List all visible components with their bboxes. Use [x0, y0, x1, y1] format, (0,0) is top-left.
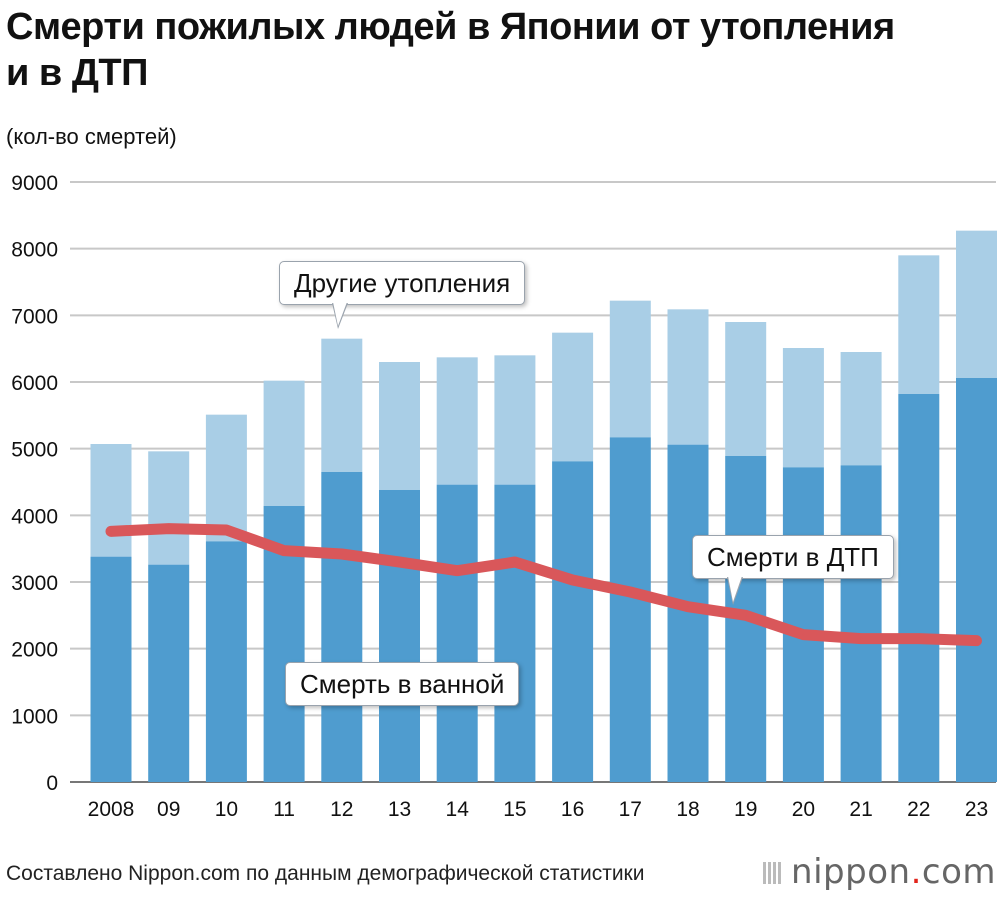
- callout-other-pointer-fill: [333, 302, 347, 326]
- y-tick-label: 5000: [11, 439, 58, 462]
- bar-other-drowning: [436, 357, 478, 485]
- bar-bath-death: [148, 564, 190, 782]
- callout-bath-deaths: Смерть в ванной: [285, 662, 520, 706]
- x-axis-ticks: 2008 09 10 11 12 13 14 15 16 17 18 19 20 21 22 23: [88, 798, 989, 821]
- bar-other-drowning: [725, 322, 767, 456]
- traffic-point: [340, 553, 343, 555]
- logo-suffix: com: [921, 852, 996, 892]
- nippon-logo: nippon.com: [763, 852, 996, 892]
- x-tick-label: 23: [965, 798, 988, 821]
- y-tick-label: 7000: [11, 305, 58, 328]
- bar-other-drowning: [840, 352, 882, 466]
- x-tick-label: 15: [503, 798, 526, 821]
- traffic-point: [456, 569, 459, 572]
- bar-other-drowning: [205, 414, 247, 542]
- traffic-point: [110, 530, 112, 533]
- x-tick-label: 10: [215, 798, 238, 821]
- x-tick-label: 13: [388, 798, 411, 821]
- callout-other-drownings: Другие утопления: [279, 261, 526, 305]
- nippon-logo-icon: [763, 862, 782, 884]
- bar-other-drowning: [667, 309, 709, 445]
- bars: [90, 230, 997, 782]
- bar-bath-death: [379, 490, 420, 782]
- traffic-point: [513, 561, 516, 563]
- traffic-line: [105, 523, 982, 647]
- bar-other-drowning: [321, 338, 363, 472]
- y-axis-unit-label: (кол-во смертей): [6, 124, 177, 149]
- logo-dot: .: [910, 852, 922, 892]
- traffic-point: [571, 579, 574, 581]
- x-tick-label: 22: [907, 798, 930, 821]
- logo-main: nippon: [791, 852, 911, 892]
- x-tick-label: 21: [849, 798, 872, 821]
- traffic-point: [917, 637, 920, 640]
- traffic-point: [398, 561, 401, 563]
- bar-other-drowning: [956, 230, 997, 378]
- callout-traffic-pointer-fill: [728, 576, 742, 602]
- bar-other-drowning: [494, 355, 536, 485]
- traffic-deaths-line: [105, 523, 982, 647]
- y-axis-ticks: 0 1000 2000 3000 4000 5000 6000 7000 8000 9000: [11, 172, 58, 795]
- traffic-point: [283, 549, 286, 552]
- y-tick-label: 1000: [11, 705, 58, 728]
- bar-bath-death: [609, 437, 651, 782]
- bar-bath-death: [956, 378, 997, 782]
- x-tick-label: 19: [734, 798, 757, 821]
- x-tick-label: 12: [330, 798, 353, 821]
- bar-other-drowning: [379, 362, 420, 490]
- traffic-point: [687, 605, 689, 608]
- x-tick-label: 11: [273, 798, 295, 821]
- traffic-point: [744, 614, 747, 617]
- traffic-point: [629, 591, 632, 593]
- y-tick-label: 9000: [11, 172, 58, 195]
- bar-bath-death: [205, 541, 247, 782]
- x-tick-label: 2008: [88, 798, 135, 821]
- bar-other-drowning: [148, 451, 190, 565]
- bar-bath-death: [90, 556, 132, 782]
- x-tick-label: 09: [157, 798, 180, 821]
- bar-bath-death: [494, 484, 536, 782]
- x-tick-label: 18: [676, 798, 699, 821]
- bar-other-drowning: [609, 300, 651, 438]
- x-tick-label: 14: [446, 798, 470, 821]
- bar-other-drowning: [552, 332, 594, 462]
- bar-bath-death: [840, 465, 882, 782]
- bar-other-drowning: [782, 348, 824, 468]
- chart-title: Смерти пожилых людей в Японии от утоплен…: [6, 6, 895, 94]
- bar-bath-death: [898, 394, 940, 782]
- y-tick-label: 2000: [11, 639, 58, 662]
- bar-other-drowning: [90, 444, 132, 557]
- source-note: Составлено Nippon.com по данным демограф…: [6, 862, 645, 885]
- bar-other-drowning: [898, 255, 940, 394]
- x-tick-label: 20: [792, 798, 815, 821]
- y-tick-label: 4000: [11, 505, 58, 528]
- y-tick-label: 6000: [11, 372, 58, 395]
- y-tick-label: 0: [46, 772, 58, 795]
- y-tick-label: 3000: [11, 572, 58, 595]
- traffic-point: [167, 527, 170, 530]
- bar-other-drowning: [263, 380, 305, 506]
- bar-bath-death: [552, 461, 594, 782]
- callout-traffic-deaths: Смерти в ДТП: [692, 535, 894, 579]
- traffic-point: [225, 529, 228, 531]
- traffic-point: [975, 639, 978, 642]
- x-tick-label: 17: [619, 798, 642, 821]
- x-tick-label: 16: [561, 798, 584, 821]
- bar-bath-death: [436, 484, 478, 782]
- y-tick-label: 8000: [11, 239, 58, 262]
- traffic-point: [860, 637, 863, 640]
- bar-bath-death: [321, 472, 363, 782]
- traffic-point: [802, 633, 805, 636]
